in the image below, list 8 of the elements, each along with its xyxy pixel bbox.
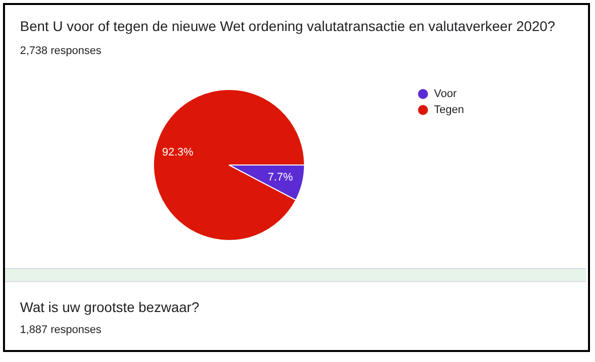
- data-label: 92.3%: [162, 146, 194, 158]
- data-label: 7.7%: [268, 172, 294, 184]
- text: 1,887 responses: [20, 324, 102, 336]
- legend-label: Voor: [434, 88, 457, 100]
- legend-label: Tegen: [434, 104, 464, 116]
- text: 2,738 responses: [20, 45, 102, 57]
- chart-title: Bent U voor of tegen de nieuwe Wet ordening valutatransactie en valutaverkeer 2020?: [20, 18, 556, 34]
- text: Wat is uw grootste bezwaar?: [20, 299, 200, 315]
